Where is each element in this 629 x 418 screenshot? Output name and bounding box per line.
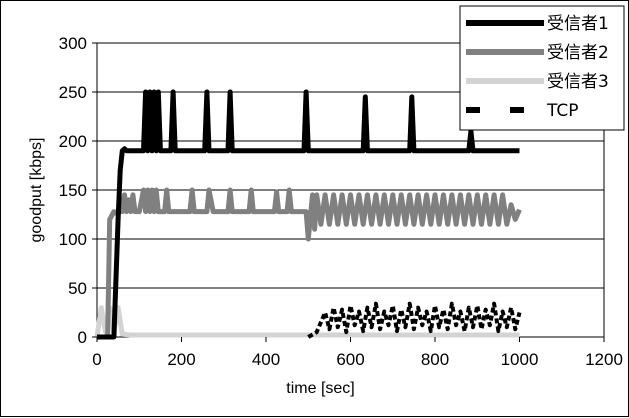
x-tick-label: 1000 [501,350,539,369]
x-tick-label: 400 [252,350,280,369]
y-tick-label: 0 [78,328,87,347]
y-tick-label: 250 [59,83,87,102]
y-tick-label: 200 [59,132,87,151]
x-axis-ticks: 0 200 400 600 800 1000 1200 [92,337,623,369]
legend-box [459,5,625,131]
y-axis-ticks: 0 50 100 150 200 250 300 [59,34,97,347]
x-tick-label: 1200 [585,350,623,369]
x-tick-label: 600 [336,350,364,369]
x-tick-label: 200 [167,350,195,369]
legend-label-2: 受信者2 [547,43,609,63]
y-tick-label: 150 [59,181,87,200]
legend-label-3: 受信者3 [547,72,609,92]
x-tick-label: 800 [421,350,449,369]
x-tick-label: 0 [92,350,101,369]
x-axis-label: time [sec] [286,380,354,397]
y-axis-label: goodput [kbps] [28,138,45,243]
legend-label-4: TCP [546,101,579,121]
series-line-2 [97,187,522,340]
legend-label-1: 受信者1 [547,14,609,34]
series-line-1 [97,89,520,340]
y-tick-label: 300 [59,34,87,53]
legend: 受信者1 受信者2 受信者3 TCP [459,5,625,131]
y-tick-label: 100 [59,230,87,249]
y-tick-label: 50 [68,279,87,298]
series-group [94,89,522,340]
